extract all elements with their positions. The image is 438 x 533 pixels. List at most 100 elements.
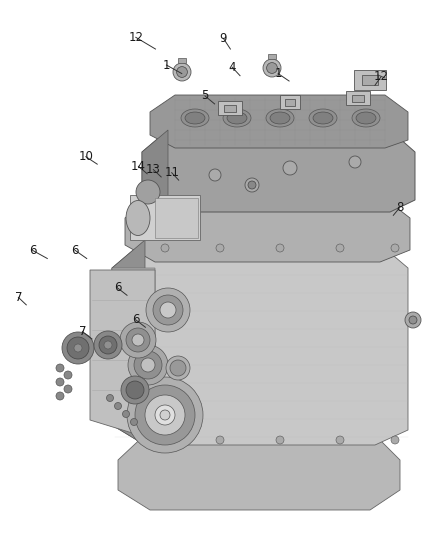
- Circle shape: [126, 328, 150, 352]
- Ellipse shape: [270, 112, 290, 124]
- Circle shape: [216, 244, 224, 252]
- Text: 14: 14: [131, 160, 146, 173]
- Text: 13: 13: [146, 163, 161, 176]
- Text: 1: 1: [162, 59, 170, 71]
- Circle shape: [153, 295, 183, 325]
- Circle shape: [146, 288, 190, 332]
- Circle shape: [160, 410, 170, 420]
- Polygon shape: [90, 270, 155, 440]
- Text: 5: 5: [201, 90, 208, 102]
- Circle shape: [405, 312, 421, 328]
- Circle shape: [161, 436, 169, 444]
- Circle shape: [56, 392, 64, 400]
- Text: 6: 6: [132, 313, 140, 326]
- Polygon shape: [112, 240, 408, 445]
- Polygon shape: [218, 101, 242, 115]
- Ellipse shape: [356, 112, 376, 124]
- Ellipse shape: [223, 109, 251, 127]
- Circle shape: [123, 410, 130, 417]
- Circle shape: [104, 341, 112, 349]
- Polygon shape: [112, 268, 155, 430]
- Circle shape: [94, 331, 122, 359]
- Polygon shape: [142, 130, 415, 212]
- Polygon shape: [362, 75, 378, 85]
- Ellipse shape: [352, 109, 380, 127]
- Circle shape: [349, 156, 361, 168]
- Circle shape: [391, 436, 399, 444]
- Polygon shape: [150, 95, 408, 148]
- Polygon shape: [285, 99, 295, 106]
- Circle shape: [248, 181, 256, 189]
- Circle shape: [56, 364, 64, 372]
- Ellipse shape: [126, 200, 150, 236]
- Circle shape: [409, 316, 417, 324]
- Circle shape: [128, 345, 168, 385]
- Circle shape: [161, 244, 169, 252]
- Text: 1: 1: [274, 67, 282, 80]
- Circle shape: [276, 244, 284, 252]
- Ellipse shape: [309, 109, 337, 127]
- Polygon shape: [125, 195, 410, 262]
- Ellipse shape: [185, 112, 205, 124]
- Circle shape: [283, 161, 297, 175]
- Polygon shape: [118, 430, 400, 510]
- Circle shape: [126, 381, 144, 399]
- Polygon shape: [130, 195, 200, 240]
- Circle shape: [56, 378, 64, 386]
- Circle shape: [127, 377, 203, 453]
- Circle shape: [135, 385, 195, 445]
- Circle shape: [121, 376, 149, 404]
- Circle shape: [391, 244, 399, 252]
- Text: 10: 10: [78, 150, 93, 163]
- Circle shape: [67, 337, 89, 359]
- Text: 6: 6: [29, 244, 37, 257]
- Circle shape: [263, 59, 281, 77]
- Circle shape: [216, 436, 224, 444]
- Polygon shape: [142, 130, 168, 212]
- Ellipse shape: [181, 109, 209, 127]
- Circle shape: [336, 436, 344, 444]
- Circle shape: [177, 67, 187, 77]
- Circle shape: [166, 356, 190, 380]
- Circle shape: [136, 180, 160, 204]
- Text: 7: 7: [78, 325, 86, 338]
- Text: 11: 11: [164, 166, 179, 179]
- Polygon shape: [224, 104, 236, 111]
- Polygon shape: [280, 95, 300, 109]
- Ellipse shape: [266, 109, 294, 127]
- Circle shape: [120, 322, 156, 358]
- Circle shape: [336, 244, 344, 252]
- Circle shape: [62, 332, 94, 364]
- Circle shape: [114, 402, 121, 409]
- Polygon shape: [112, 240, 145, 445]
- Circle shape: [64, 385, 72, 393]
- Text: 12: 12: [128, 31, 143, 44]
- Text: 12: 12: [374, 70, 389, 83]
- Polygon shape: [155, 198, 198, 238]
- Circle shape: [173, 63, 191, 81]
- Circle shape: [64, 371, 72, 379]
- Text: 7: 7: [14, 291, 22, 304]
- Circle shape: [106, 394, 113, 401]
- Circle shape: [170, 360, 186, 376]
- Polygon shape: [268, 54, 276, 59]
- Circle shape: [267, 62, 277, 74]
- Circle shape: [141, 358, 155, 372]
- Circle shape: [209, 169, 221, 181]
- Ellipse shape: [227, 112, 247, 124]
- Circle shape: [245, 178, 259, 192]
- Text: 9: 9: [219, 32, 227, 45]
- Circle shape: [276, 436, 284, 444]
- Text: 6: 6: [113, 281, 121, 294]
- Circle shape: [134, 351, 162, 379]
- Text: 6: 6: [71, 244, 79, 257]
- Circle shape: [160, 302, 176, 318]
- Text: 4: 4: [228, 61, 236, 74]
- Circle shape: [131, 418, 138, 425]
- Polygon shape: [354, 70, 386, 90]
- Polygon shape: [178, 58, 186, 63]
- Ellipse shape: [313, 112, 333, 124]
- Circle shape: [74, 344, 82, 352]
- Text: 8: 8: [396, 201, 403, 214]
- Polygon shape: [352, 94, 364, 101]
